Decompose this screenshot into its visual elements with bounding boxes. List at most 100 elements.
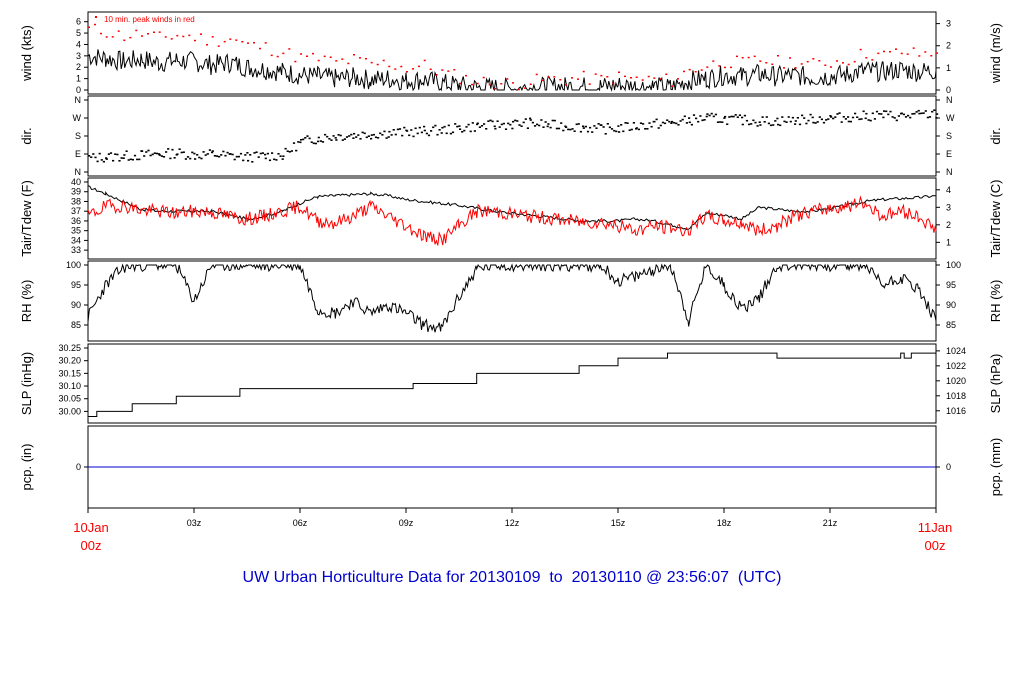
wind-direction-point xyxy=(244,154,247,156)
wind-direction-point xyxy=(249,154,252,156)
peak-wind-point xyxy=(323,55,326,58)
wind-direction-point xyxy=(337,134,340,136)
left-tick-label: 5 xyxy=(76,28,81,38)
wind-direction-point xyxy=(381,134,384,136)
wind-direction-point xyxy=(465,126,468,128)
left-tick-label: 39 xyxy=(71,187,81,197)
wind-direction-point xyxy=(867,119,870,121)
wind-direction-point xyxy=(430,130,433,132)
right-tick-label: 3 xyxy=(946,19,951,29)
wind-direction-point xyxy=(615,130,618,133)
wind-direction-point xyxy=(516,120,519,122)
right-tick-label: E xyxy=(946,149,952,159)
peak-wind-point xyxy=(741,57,744,59)
wind-direction-point xyxy=(748,123,751,126)
right-tick-label: 1024 xyxy=(946,346,966,356)
wind-direction-point xyxy=(635,127,638,129)
wind-direction-point xyxy=(716,121,720,123)
wind-direction-point xyxy=(529,117,532,120)
peak-wind-point xyxy=(889,51,891,53)
wind-direction-point xyxy=(677,124,680,126)
peak-wind-point xyxy=(535,73,538,76)
wind-direction-point xyxy=(736,116,739,118)
wind-direction-point xyxy=(410,129,413,131)
left-tick-label: 35 xyxy=(71,226,81,236)
relative-humidity-line xyxy=(87,263,937,333)
peak-wind-point xyxy=(365,58,367,60)
peak-wind-point xyxy=(618,71,620,73)
wind-direction-point xyxy=(918,112,921,115)
wind-direction-point xyxy=(670,122,673,124)
wind-direction-point xyxy=(418,126,421,129)
right-tick-label: 1022 xyxy=(946,361,966,371)
wind-direction-point xyxy=(891,116,894,118)
peak-wind-point xyxy=(500,83,503,85)
panel-frame-wind xyxy=(87,11,937,95)
wind-direction-point xyxy=(136,158,139,161)
end-hour-label: 00z xyxy=(925,538,946,553)
left-tick-label: 36 xyxy=(71,216,81,226)
peak-wind-point xyxy=(765,62,768,64)
wind-direction-point xyxy=(116,153,119,156)
wind-direction-point xyxy=(818,116,821,118)
wind-direction-point xyxy=(595,127,598,129)
left-tick-label: 4 xyxy=(76,39,81,49)
wind-direction-point xyxy=(524,118,527,120)
wind-direction-point xyxy=(416,132,419,135)
wind-direction-point xyxy=(935,117,938,119)
wind-direction-point xyxy=(560,122,563,124)
left-tick-label: S xyxy=(75,131,81,141)
wind-direction-point xyxy=(335,139,338,141)
wind-direction-point xyxy=(809,113,812,116)
wind-direction-point xyxy=(476,122,479,125)
peak-wind-point xyxy=(170,38,173,40)
wind-direction-point xyxy=(827,118,830,120)
wind-direction-point xyxy=(341,139,344,141)
wind-direction-point xyxy=(862,110,865,113)
wind-direction-point xyxy=(624,122,627,124)
wind-direction-point xyxy=(138,158,141,161)
peak-wind-point xyxy=(459,82,461,85)
wind-direction-point xyxy=(741,123,744,126)
wind-direction-point xyxy=(302,138,305,141)
peak-wind-point xyxy=(877,52,880,55)
wind-direction-point xyxy=(334,137,337,139)
wind-direction-point xyxy=(261,152,264,154)
wind-direction-point xyxy=(196,154,199,156)
peak-wind-point xyxy=(200,33,202,35)
wind-direction-point xyxy=(571,128,574,130)
peak-wind-point xyxy=(571,77,573,79)
wind-direction-point xyxy=(741,116,744,119)
wind-direction-point xyxy=(498,126,501,128)
wind-direction-point xyxy=(679,120,682,122)
wind-direction-point xyxy=(732,115,735,118)
left-tick-label: 100 xyxy=(66,260,81,270)
wind-direction-point xyxy=(239,152,243,155)
wind-direction-point xyxy=(681,118,684,121)
peak-wind-point xyxy=(594,73,597,75)
panel-slp: 30.00 30.05 30.10 30.15 30.20 30.25 1016 1018 10… xyxy=(19,343,1003,424)
wind-direction-point xyxy=(194,158,197,160)
wind-direction-point xyxy=(237,155,240,158)
peak-wind-point xyxy=(677,78,679,80)
peak-wind-point xyxy=(836,60,838,62)
peak-wind-point xyxy=(706,66,709,68)
peak-wind-point xyxy=(859,48,862,51)
peak-wind-point xyxy=(264,42,267,44)
wind-direction-point xyxy=(401,134,404,137)
wind-direction-point xyxy=(100,159,103,161)
wind-direction-point xyxy=(628,129,631,131)
y-axis-label-right: SLP (hPa) xyxy=(988,354,1003,414)
peak-wind-point xyxy=(906,53,909,55)
wind-direction-point xyxy=(282,155,285,157)
wind-direction-point xyxy=(153,152,156,154)
peak-wind-point xyxy=(812,58,815,60)
left-tick-label: 30.10 xyxy=(58,381,81,391)
y-axis-label-left: dir. xyxy=(19,127,34,144)
peak-wind-point xyxy=(653,77,656,79)
wind-direction-point xyxy=(728,116,731,118)
peak-wind-point xyxy=(918,55,921,57)
wind-direction-point xyxy=(860,118,863,120)
left-tick-label: 2 xyxy=(76,62,81,72)
wind-direction-point xyxy=(878,113,881,115)
